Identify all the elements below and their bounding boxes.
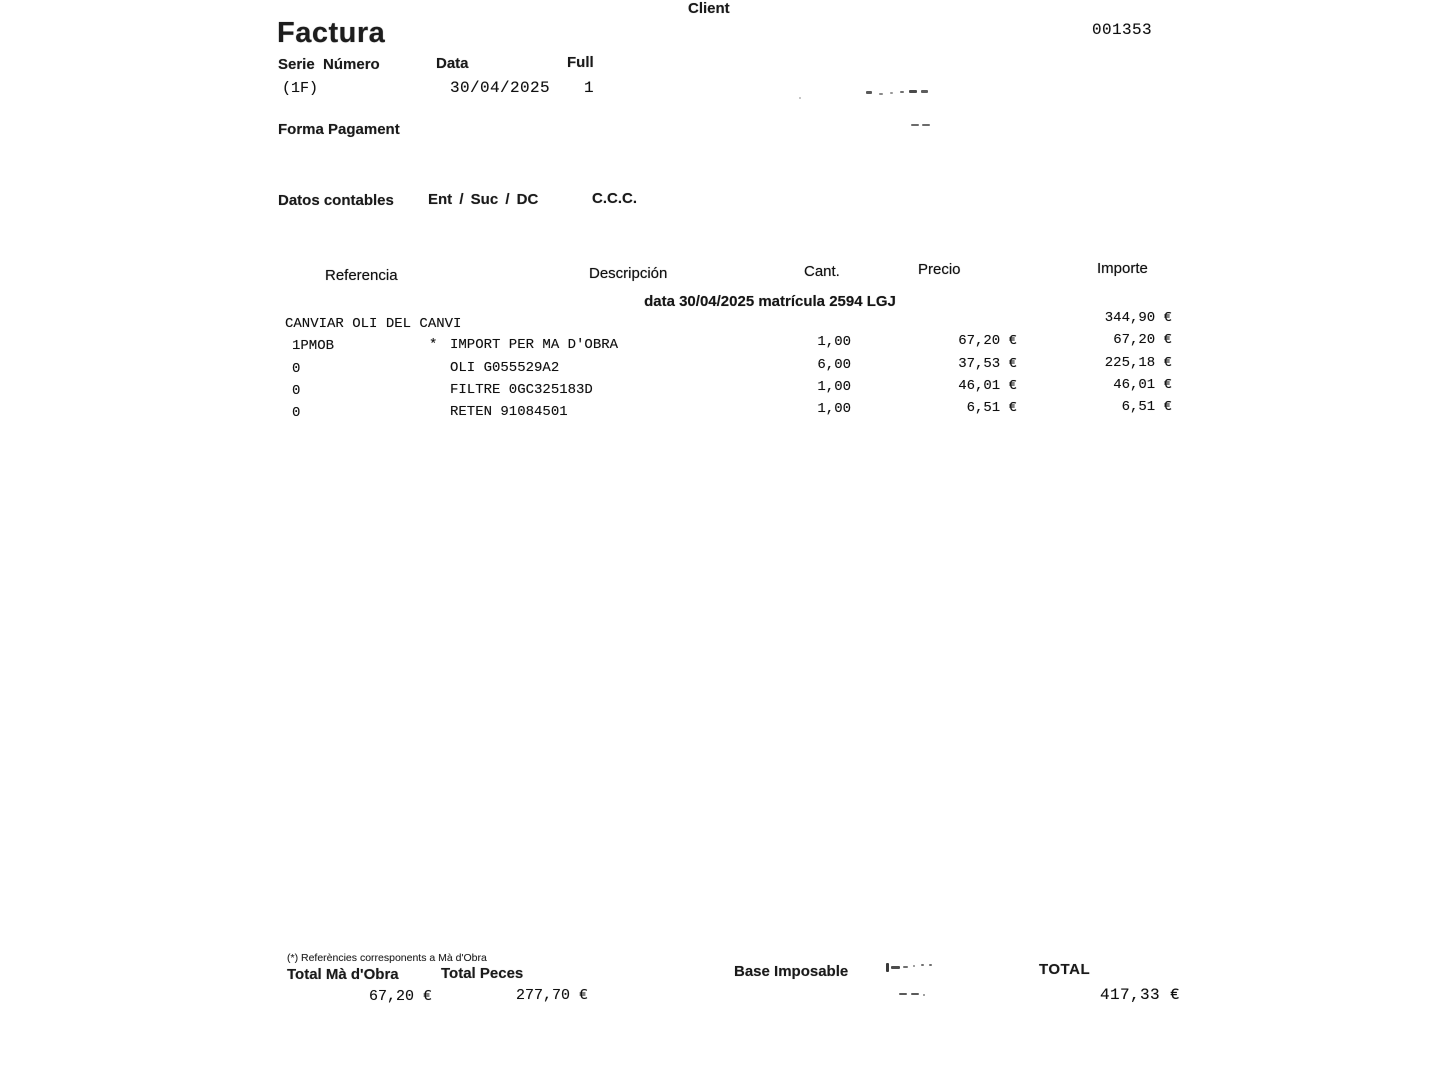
table-row: 1PMOB * IMPORT PER MA D'OBRA 1,00 67,20 …: [0, 332, 1440, 356]
item-flag: *: [429, 337, 438, 353]
redaction-mark: [909, 90, 917, 93]
item-referencia: 0: [292, 405, 301, 421]
item-cantidad: 1,00: [817, 334, 851, 350]
item-descripcion: IMPORT PER MA D'OBRA: [450, 337, 619, 353]
redaction-mark: [900, 91, 904, 93]
total-ma-obra-label: Total Mà d'Obra: [287, 966, 399, 983]
redaction-mark: [890, 92, 893, 94]
col-header-importe: Importe: [1097, 260, 1148, 277]
table-row: 0 OLI G055529A2 6,00 37,53 € 225,18 €: [0, 355, 1440, 379]
ent-suc-dc-label: Ent / Suc / DC: [428, 191, 539, 208]
subject-line: data 30/04/2025 matrícula 2594 LGJ: [644, 293, 896, 310]
item-precio: 6,51 €: [966, 400, 1017, 416]
datos-contables-label: Datos contables: [278, 192, 394, 209]
item-referencia: 0: [292, 361, 301, 377]
item-precio: 37,53 €: [958, 356, 1017, 372]
redaction-mark: [929, 964, 932, 966]
table-row: CANVIAR OLI DEL CANVI 344,90 €: [0, 310, 1440, 334]
table-row: 0 FILTRE 0GC325183D 1,00 46,01 € 46,01 €: [0, 377, 1440, 401]
col-header-precio: Precio: [918, 261, 961, 278]
item-referencia: 0: [292, 383, 301, 399]
item-referencia: 1PMOB: [292, 338, 335, 354]
data-value: 30/04/2025: [450, 79, 551, 97]
redaction-mark: [799, 97, 801, 99]
item-importe: 67,20 €: [1113, 332, 1172, 348]
item-importe: 46,01 €: [1113, 377, 1172, 393]
full-label: Full: [567, 54, 594, 71]
total-ma-obra-value: 67,20 €: [368, 988, 432, 1005]
item-cantidad: 1,00: [817, 401, 851, 417]
total-label: TOTAL: [1039, 961, 1091, 978]
col-header-cant: Cant.: [804, 263, 840, 280]
table-row: 0 RETEN 91084501 1,00 6,51 € 6,51 €: [0, 399, 1440, 423]
item-referencia: CANVIAR OLI DEL CANVI: [285, 316, 462, 332]
redaction-mark: [866, 91, 872, 94]
total-peces-value: 277,70 €: [515, 987, 588, 1004]
page-title: Factura: [277, 17, 386, 49]
redaction-mark: [911, 124, 919, 126]
redaction-mark: [921, 964, 924, 966]
forma-pagament-label: Forma Pagament: [278, 121, 400, 138]
redaction-mark: [886, 963, 889, 972]
redaction-mark: [879, 93, 883, 95]
redaction-mark: [923, 994, 925, 996]
redaction-mark: [921, 90, 928, 93]
footnote: (*) Referències corresponents a Mà d'Obr…: [287, 952, 487, 964]
ccc-label: C.C.C.: [592, 190, 637, 207]
redaction-mark: [899, 993, 907, 995]
invoice-number: 001353: [1092, 21, 1153, 39]
serie-value: (1F): [282, 80, 319, 97]
data-label: Data: [436, 55, 469, 72]
redaction-mark: [911, 993, 919, 995]
redaction-mark: [913, 965, 915, 967]
total-value: 417,33 €: [1099, 986, 1180, 1004]
item-descripcion: RETEN 91084501: [450, 404, 568, 420]
redaction-mark: [922, 124, 930, 126]
col-header-descripcion: Descripción: [589, 265, 668, 282]
client-label: Client: [688, 0, 730, 17]
base-imposable-label: Base Imposable: [734, 963, 849, 980]
item-importe: 6,51 €: [1121, 399, 1172, 415]
item-precio: 67,20 €: [958, 333, 1017, 349]
item-importe: 344,90 €: [1104, 310, 1172, 326]
serie-numero-label: Serie Número: [278, 56, 380, 73]
redaction-mark: [891, 966, 900, 969]
col-header-referencia: Referencia: [325, 267, 398, 284]
item-cantidad: 6,00: [817, 357, 851, 373]
full-value: 1: [584, 79, 595, 97]
item-cantidad: 1,00: [817, 379, 851, 395]
redaction-mark: [903, 966, 908, 968]
item-descripcion: FILTRE 0GC325183D: [450, 382, 593, 398]
item-descripcion: OLI G055529A2: [450, 360, 560, 376]
item-precio: 46,01 €: [958, 378, 1017, 394]
total-peces-label: Total Peces: [441, 965, 524, 982]
item-importe: 225,18 €: [1104, 355, 1172, 371]
